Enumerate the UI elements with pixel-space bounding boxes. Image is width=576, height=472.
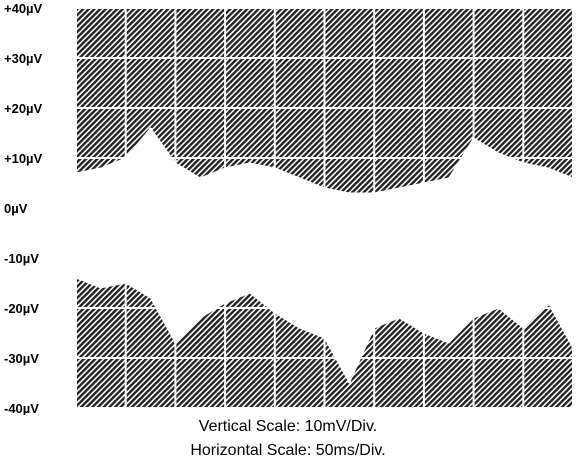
y-axis-labels: +40µV +30µV +20µV +10µV 0µV -10µV -20µV -30µV -4…: [4, 1, 43, 415]
y-tick-label: +30µV: [4, 51, 43, 66]
signal-trace: [74, 127, 575, 385]
y-tick-label: -10µV: [4, 251, 39, 266]
y-tick-label: +10µV: [4, 151, 43, 166]
y-tick-label: +40µV: [4, 1, 43, 16]
vertical-scale-caption: Vertical Scale: 10mV/Div.: [198, 418, 378, 435]
oscilloscope-chart: +40µV +30µV +20µV +10µV 0µV -10µV -20µV -30µV -4…: [4, 1, 575, 415]
y-tick-label: -30µV: [4, 351, 39, 366]
y-tick-label: -40µV: [4, 401, 39, 415]
y-tick-label: 0µV: [4, 201, 28, 216]
horizontal-scale-caption: Horizontal Scale: 50ms/Div.: [190, 442, 386, 459]
y-tick-label: -20µV: [4, 301, 39, 316]
y-tick-label: +20µV: [4, 101, 43, 116]
